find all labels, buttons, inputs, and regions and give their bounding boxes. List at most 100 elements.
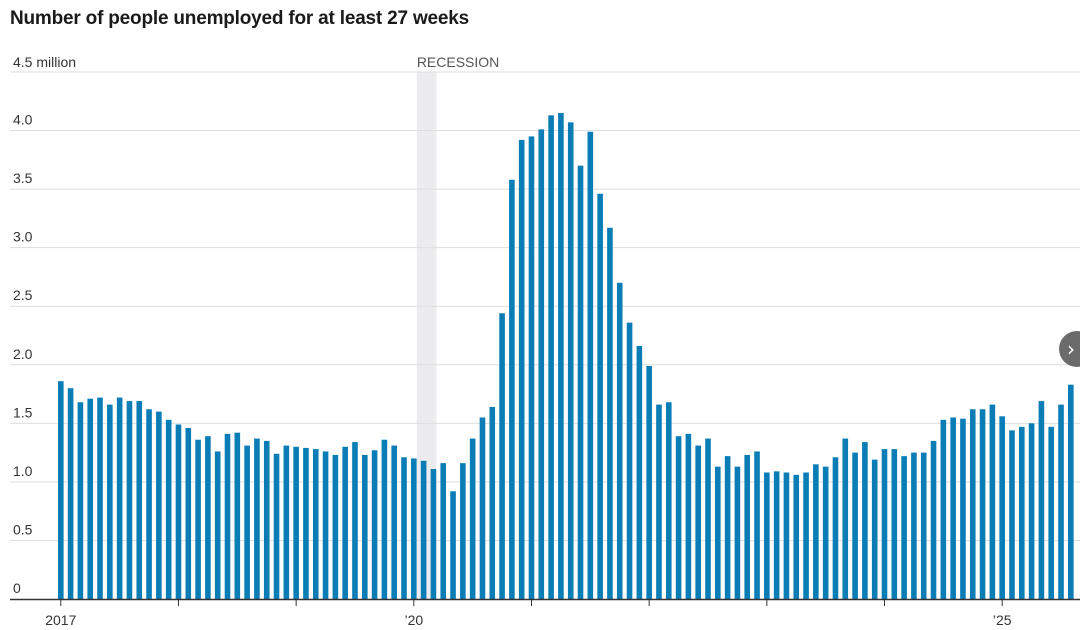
- bar: [538, 129, 545, 599]
- bar: [58, 381, 64, 599]
- bar: [911, 452, 917, 599]
- bar: [577, 165, 584, 599]
- bar: [813, 464, 819, 599]
- bar: [185, 428, 192, 599]
- bar: [332, 454, 339, 599]
- bar: [361, 454, 368, 599]
- bar: [822, 466, 829, 599]
- bar: [146, 409, 152, 599]
- bar: [489, 406, 496, 599]
- bar: [607, 227, 613, 599]
- bar: [234, 432, 241, 599]
- y-tick-label: 2.0: [13, 346, 33, 362]
- bar: [244, 445, 250, 599]
- y-tick-label: 0.5: [13, 521, 33, 537]
- bar: [322, 451, 329, 599]
- x-axis: [10, 598, 1080, 606]
- bar: [430, 469, 437, 599]
- bar: [999, 416, 1005, 599]
- bar: [371, 450, 378, 599]
- bar: [401, 457, 407, 599]
- bar: [715, 466, 721, 599]
- bar: [303, 447, 309, 599]
- bar: [969, 409, 976, 599]
- labels: 0 0.5 1.0 1.5 2.0 2.5 3.0 3.5 4.0 4.5 million RECE…: [13, 54, 1012, 628]
- bar: [793, 474, 800, 599]
- bar: [67, 388, 74, 599]
- bar: [1018, 426, 1025, 599]
- bar: [116, 397, 123, 599]
- bar: [1009, 430, 1015, 599]
- bar: [518, 139, 525, 600]
- bar: [195, 439, 201, 599]
- bar: [165, 419, 172, 599]
- bar: [901, 456, 907, 599]
- x-tick-label: ’25: [993, 612, 1012, 628]
- next-chart-button[interactable]: ›: [1059, 331, 1080, 367]
- bar: [77, 402, 84, 599]
- bar: [263, 440, 270, 599]
- bar: [283, 445, 290, 599]
- y-tick-label: 3.0: [13, 229, 33, 245]
- bar: [881, 449, 888, 599]
- recession-label: RECESSION: [417, 54, 499, 70]
- bar: [87, 398, 94, 599]
- bar: [695, 445, 701, 599]
- bar: [803, 472, 809, 599]
- bar: [920, 452, 927, 599]
- bar: [342, 446, 348, 599]
- bar: [411, 458, 417, 599]
- bars: [58, 112, 1074, 600]
- y-tick-label: 0: [13, 580, 21, 596]
- bar: [960, 418, 966, 599]
- bar: [381, 439, 388, 599]
- bar: [1048, 426, 1055, 599]
- bar: [126, 401, 133, 599]
- bar: [685, 433, 692, 599]
- bar: [107, 404, 113, 599]
- bar: [656, 404, 662, 599]
- bar: [665, 402, 672, 599]
- x-tick-label: ’20: [404, 612, 423, 628]
- bar: [626, 322, 633, 599]
- bar: [783, 472, 790, 599]
- bar: [950, 417, 956, 599]
- x-tick-label: 2017: [45, 612, 76, 628]
- bar: [773, 471, 780, 599]
- bar: [420, 460, 427, 599]
- bar: [224, 433, 231, 599]
- bar: [1068, 384, 1074, 599]
- y-tick-label: 1.0: [13, 463, 33, 479]
- bar: [509, 179, 515, 600]
- bar: [273, 453, 280, 599]
- bar: [940, 419, 947, 599]
- bar: [528, 136, 535, 599]
- bar: [1028, 423, 1035, 599]
- bar: [852, 452, 858, 599]
- y-tick-label: 2.5: [13, 287, 33, 303]
- bar: [558, 112, 564, 600]
- chevron-right-icon: ›: [1067, 337, 1075, 361]
- chart-title: Number of people unemployed for at least…: [10, 8, 469, 29]
- bar: [136, 401, 143, 599]
- bar: [734, 466, 741, 599]
- bar: [175, 424, 182, 599]
- bar: [636, 346, 643, 599]
- bar: [548, 115, 554, 599]
- y-tick-label: 1.5: [13, 404, 33, 420]
- bar: [871, 459, 878, 599]
- bar: [205, 436, 211, 599]
- bar: [597, 193, 603, 600]
- bar: [616, 282, 623, 599]
- bar: [156, 411, 162, 599]
- bar: [724, 456, 731, 599]
- bar: [97, 397, 103, 599]
- y-tick-label: 3.5: [13, 170, 33, 186]
- bar: [764, 472, 770, 599]
- bar: [499, 313, 505, 599]
- bar: [891, 449, 898, 599]
- bar: [352, 442, 358, 599]
- y-axis-units-label: 4.5 million: [13, 54, 76, 70]
- bar: [989, 404, 996, 599]
